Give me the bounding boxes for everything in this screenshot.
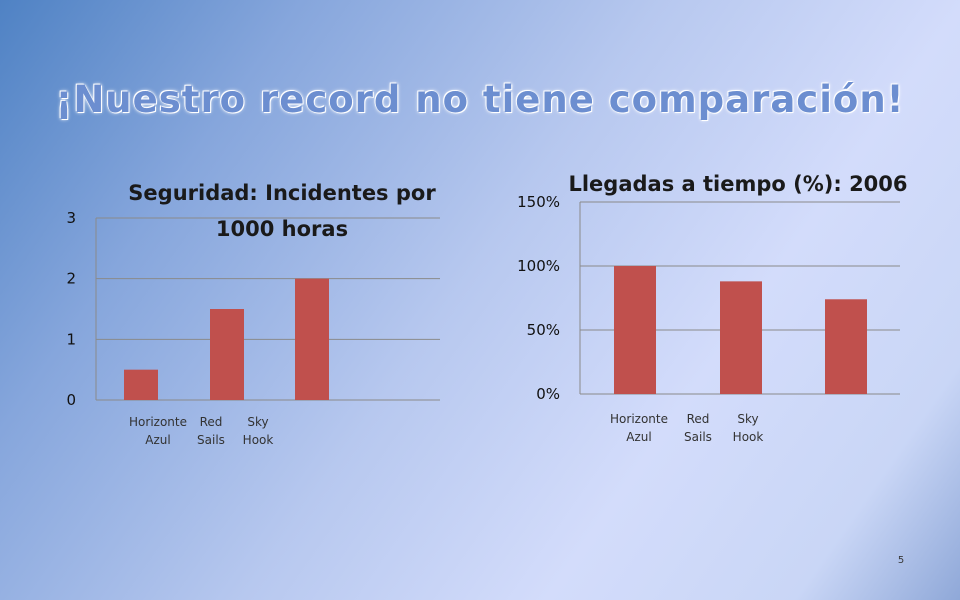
lleg-x-category-label: Sails [684, 430, 712, 444]
lleg-x-category-label: Hook [733, 430, 764, 444]
seg-y-tick-label: 1 [66, 330, 76, 348]
lleg-x-category-label: Sky [737, 412, 758, 426]
seg-y-tick-label: 3 [66, 209, 76, 227]
seg-bar [295, 278, 329, 400]
lleg-bar [614, 266, 656, 394]
lleg-y-tick-label: 50% [527, 321, 560, 339]
seg-bar [124, 369, 158, 400]
seg-x-category-label: Hook [243, 433, 274, 447]
seg-chart-title: 1000 horas [216, 217, 348, 241]
lleg-x-category-label: Horizonte [610, 412, 668, 426]
seg-x-category-label: Sails [197, 433, 225, 447]
lleg-x-category-label: Azul [626, 430, 651, 444]
seg-x-category-label: Red [200, 415, 223, 429]
seg-y-tick-label: 2 [66, 270, 76, 288]
lleg-bar [825, 299, 867, 394]
seg-x-category-label: Azul [145, 433, 170, 447]
lleg-bar [720, 281, 762, 394]
lleg-y-tick-label: 0% [536, 385, 560, 403]
lleg-y-tick-label: 100% [517, 257, 560, 275]
lleg-chart-title: Llegadas a tiempo (%): 2006 [568, 172, 907, 196]
page-number: 5 [897, 555, 905, 566]
slide-title: ¡Nuestro record no tiene comparación! [55, 78, 905, 121]
seg-x-category-label: Horizonte [129, 415, 187, 429]
seg-chart-title: Seguridad: Incidentes por [128, 181, 436, 205]
seg-x-category-label: Sky [247, 415, 268, 429]
lleg-x-category-label: Red [687, 412, 710, 426]
seg-bar [210, 309, 244, 400]
lleg-y-tick-label: 150% [517, 193, 560, 211]
seg-y-tick-label: 0 [66, 391, 76, 409]
